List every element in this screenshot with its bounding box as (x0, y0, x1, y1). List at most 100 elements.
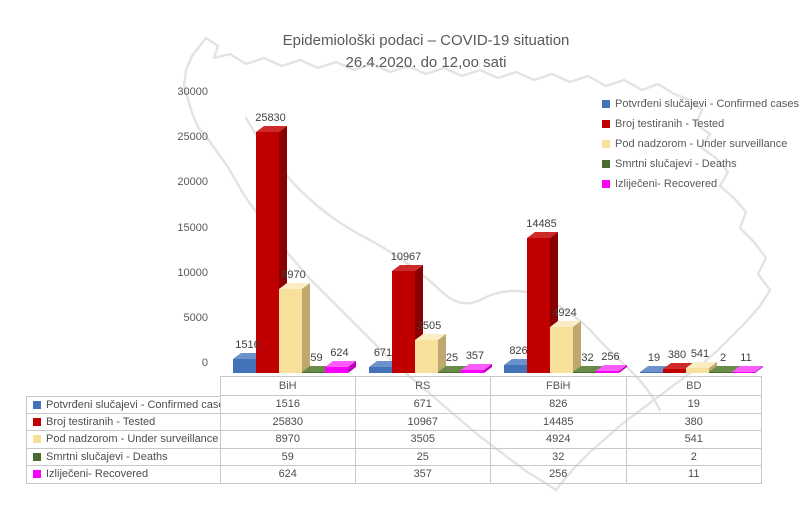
bar-front-face (233, 359, 256, 373)
table-cell: 10967 (355, 413, 491, 431)
bar-data-label: 357 (465, 350, 485, 362)
table-cell: 11 (626, 466, 762, 484)
bar-RS-series1 (391, 264, 423, 373)
bar-front-face (731, 372, 755, 373)
bar-BiH-series0 (233, 352, 264, 373)
legend-item-series4: Izliječeni- Recovered (602, 174, 799, 194)
bar-FBiH-series2 (550, 320, 581, 373)
bar-front-face (708, 372, 732, 373)
y-tick-label: 20000 (177, 176, 208, 189)
bar-front-face (256, 132, 279, 373)
legend-label: Potvrđeni slučajevi - Confirmed cases (615, 98, 800, 110)
bar-front-face (527, 238, 550, 373)
y-tick-label: 10000 (177, 266, 208, 279)
table-cell: 25 (355, 448, 491, 466)
y-tick-label: 30000 (177, 86, 208, 98)
table-row-label-text: Broj testiranih - Tested (46, 415, 156, 428)
table-row-label: Broj testiranih - Tested (26, 413, 220, 431)
bar-front-face (414, 340, 438, 373)
table-cell: 671 (355, 396, 491, 414)
table-row-label-text: Pod nadzorom - Under surveillance (46, 433, 219, 446)
bar-RS-series3 (437, 365, 469, 373)
bar-BD-series0 (639, 365, 671, 373)
table-cell: 2 (626, 448, 762, 466)
legend-label: Broj testiranih - Tested (615, 118, 725, 130)
bar-RS-series4 (460, 363, 492, 373)
bar-FBiH-series0 (504, 358, 535, 373)
chart-title-line1: Epidemiološki podaci – COVID-19 situatio… (282, 32, 570, 49)
bar-BD-series3 (708, 365, 740, 373)
bar-data-label: 4924 (552, 307, 577, 319)
y-tick-label: 0 (201, 357, 208, 369)
table-cell: 4924 (491, 431, 627, 449)
y-tick-label: 5000 (183, 311, 208, 324)
bar-data-label: 10967 (390, 251, 422, 263)
bar-data-label: 59 (310, 352, 323, 364)
table-legend-key-icon (33, 435, 41, 444)
table-header-BiH: BiH (220, 376, 356, 396)
bar-BD-series2 (685, 361, 717, 373)
table-cell: 25830 (220, 413, 356, 431)
bar-front-face (573, 372, 596, 373)
bar-front-face (550, 327, 573, 373)
bar-BiH-series1 (256, 125, 287, 374)
bar-data-label: 826 (509, 345, 528, 357)
bar-BiH-series4 (325, 360, 356, 373)
table-row-label-text: Smrtni slučajevi - Deaths (46, 450, 168, 463)
table-cell: 14485 (491, 413, 627, 431)
bar-data-label: 25830 (255, 112, 286, 124)
bar-data-label: 541 (690, 348, 710, 360)
bar-FBiH-series3 (573, 365, 604, 373)
table-cell: 624 (220, 466, 356, 484)
bar-front-face (662, 369, 686, 373)
legend-label: Smrtni slučajevi - Deaths (615, 158, 737, 170)
bar-data-label: 256 (601, 351, 620, 363)
legend-item-series0: Potvrđeni slučajevi - Confirmed cases (602, 94, 799, 114)
bar-front-face (325, 367, 348, 373)
bar-BiH-series3 (302, 365, 333, 373)
table-cell: 541 (626, 431, 762, 449)
table-row-label: Pod nadzorom - Under surveillance (26, 431, 220, 449)
bar-data-label: 380 (667, 349, 687, 361)
legend-key-icon (602, 180, 610, 188)
legend-key-icon (602, 160, 610, 168)
table-cell: 357 (355, 466, 491, 484)
legend-item-series3: Smrtni slučajevi - Deaths (602, 154, 799, 174)
bar-front-face (460, 370, 484, 373)
table-row-label: Izliječeni- Recovered (26, 466, 220, 484)
table-cell: 826 (491, 396, 627, 414)
table-header-RS: RS (355, 376, 491, 396)
bar-front-face (504, 365, 527, 373)
table-cell: 3505 (355, 431, 491, 449)
table-legend-key-icon (33, 452, 41, 461)
bar-data-label: 8970 (281, 269, 306, 281)
table-cell: 8970 (220, 431, 356, 449)
bar-front-face (368, 367, 392, 373)
bar-front-face (639, 372, 663, 373)
table-row-label-text: Potvrđeni slučajevi - Confirmed cases (46, 398, 220, 411)
table-row-label-text: Izliječeni- Recovered (46, 468, 149, 481)
chart-title: Epidemiološki podaci – COVID-19 situatio… (40, 30, 812, 74)
bar-data-label: 2 (719, 352, 727, 364)
table-row-label: Smrtni slučajevi - Deaths (26, 448, 220, 466)
table-legend-key-icon (33, 470, 41, 479)
bar-front-face (685, 368, 709, 373)
bar-data-label: 1516 (235, 339, 260, 351)
y-tick-label: 25000 (177, 131, 208, 144)
bar-data-label: 19 (647, 352, 661, 364)
chart-title-line2: 26.4.2020. do 12,oo sati (345, 54, 507, 71)
legend-key-icon (602, 120, 610, 128)
bar-front-face (302, 372, 325, 373)
legend-item-series1: Broj testiranih - Tested (602, 114, 799, 134)
table-cell: 1516 (220, 396, 356, 414)
legend-label: Pod nadzorom - Under surveillance (615, 138, 788, 150)
bar-data-label: 32 (581, 352, 594, 364)
legend-key-icon (602, 140, 610, 148)
bar-RS-series0 (368, 360, 400, 373)
table-cell: 59 (220, 448, 356, 466)
bar-BD-series4 (731, 365, 763, 373)
table-header-FBiH: FBiH (491, 376, 627, 396)
legend-key-icon (602, 100, 610, 108)
